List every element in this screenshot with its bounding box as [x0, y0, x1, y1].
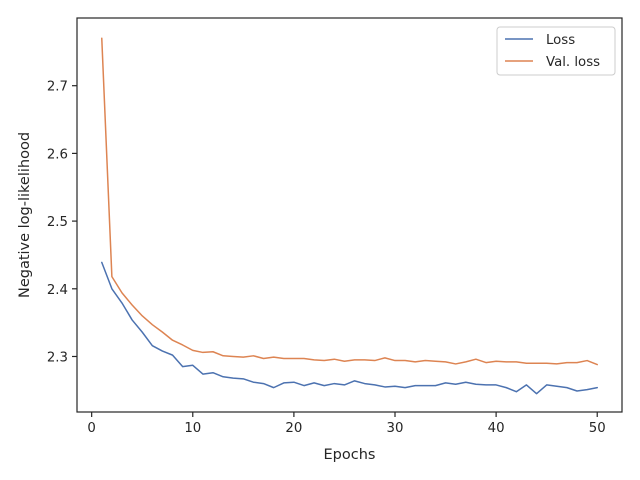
series-line-loss	[101, 261, 598, 395]
x-tick-label: 0	[87, 421, 95, 436]
x-tick-label: 10	[184, 421, 201, 436]
x-tick-label: 20	[285, 421, 302, 436]
series-lines	[101, 37, 598, 395]
legend-label-loss: Loss	[546, 33, 575, 48]
y-axis: 2.3 2.4 2.5 2.6 2.7	[47, 80, 77, 365]
y-axis-label: Negative log-likelihood	[17, 132, 33, 298]
x-axis: 0 10 20 30 40 50	[87, 412, 606, 436]
legend: Loss Val. loss	[496, 26, 616, 76]
legend-label-val-loss: Val. loss	[546, 55, 600, 70]
series-line-val-loss	[101, 37, 598, 366]
x-tick-label: 30	[387, 421, 404, 436]
x-axis-label: Epochs	[324, 447, 376, 463]
y-tick-label: 2.4	[47, 283, 68, 298]
y-tick-label: 2.5	[47, 215, 68, 230]
y-tick-label: 2.6	[47, 147, 68, 162]
y-tick-label: 2.3	[47, 350, 68, 365]
x-tick-label: 50	[589, 421, 606, 436]
plot-frame	[76, 17, 623, 413]
x-tick-label: 40	[488, 421, 505, 436]
y-tick-label: 2.7	[47, 80, 68, 95]
